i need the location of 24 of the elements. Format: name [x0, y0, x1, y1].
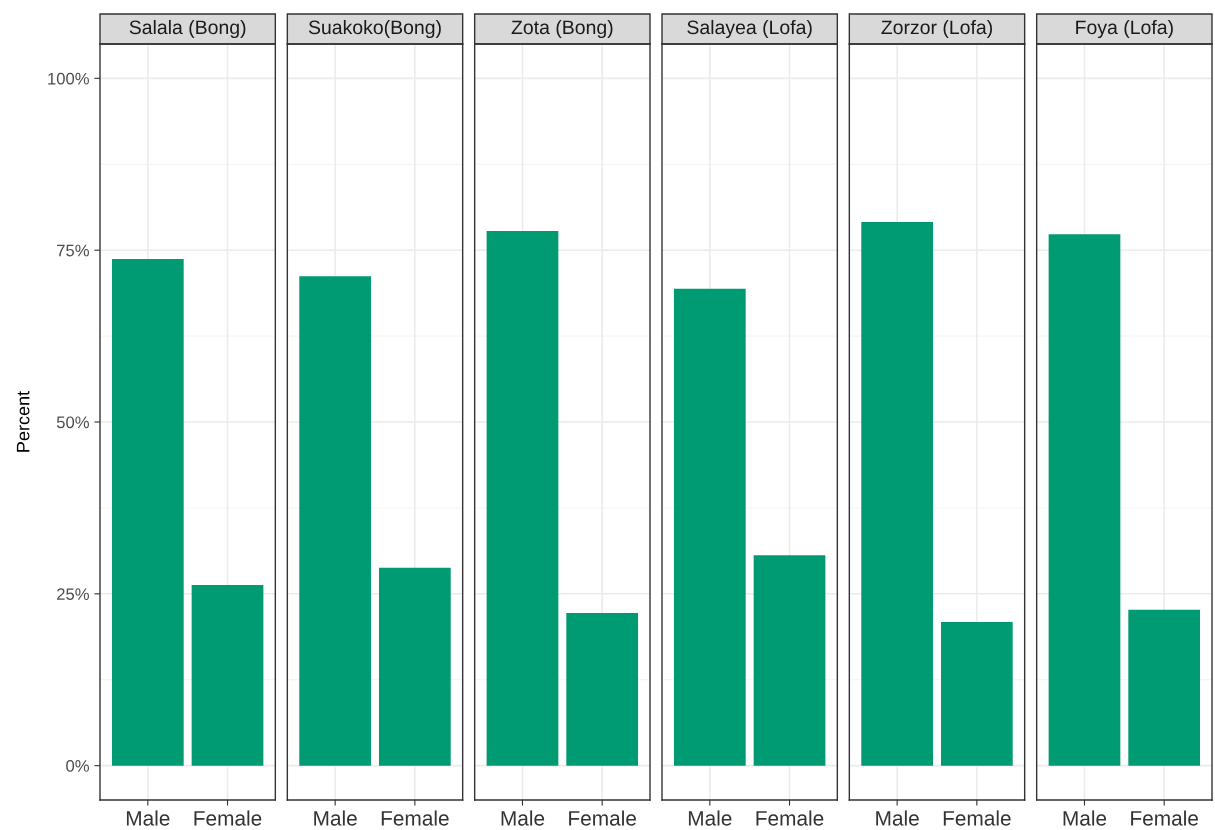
- x-tick-label: Female: [1131, 810, 1198, 826]
- x-tick-label: Male: [314, 810, 357, 826]
- chart-title: Zorzor (Lofa): [881, 19, 992, 39]
- chart-title: Zota (Bong): [511, 19, 613, 39]
- y-tick-label: 50%: [56, 416, 89, 429]
- y-tick-label: 75%: [57, 244, 89, 257]
- chart-title: Suakoko(Bong): [308, 19, 441, 39]
- x-tick-label: Female: [381, 810, 449, 826]
- x-tick-label: Male: [501, 810, 545, 826]
- y-tick-label: 100%: [48, 72, 89, 85]
- chart-title: Salayea (Lofa): [687, 19, 812, 39]
- x-tick-label: Female: [194, 810, 262, 826]
- x-tick-label: Female: [756, 810, 824, 826]
- x-tick-label: Male: [126, 810, 170, 826]
- y-tick-label: 0%: [66, 760, 89, 772]
- x-tick-label: Male: [876, 810, 919, 826]
- x-tick-label: Female: [569, 810, 636, 826]
- y-tick-label: 25%: [57, 588, 89, 601]
- x-tick-label: Male: [1063, 810, 1107, 826]
- y-axis-title: Percent: [16, 391, 30, 452]
- x-tick-label: Female: [943, 810, 1011, 826]
- chart-title: Foya (Lofa): [1076, 19, 1173, 39]
- x-tick-label: Male: [688, 810, 732, 826]
- chart-title: Salala (Bong): [129, 19, 246, 39]
